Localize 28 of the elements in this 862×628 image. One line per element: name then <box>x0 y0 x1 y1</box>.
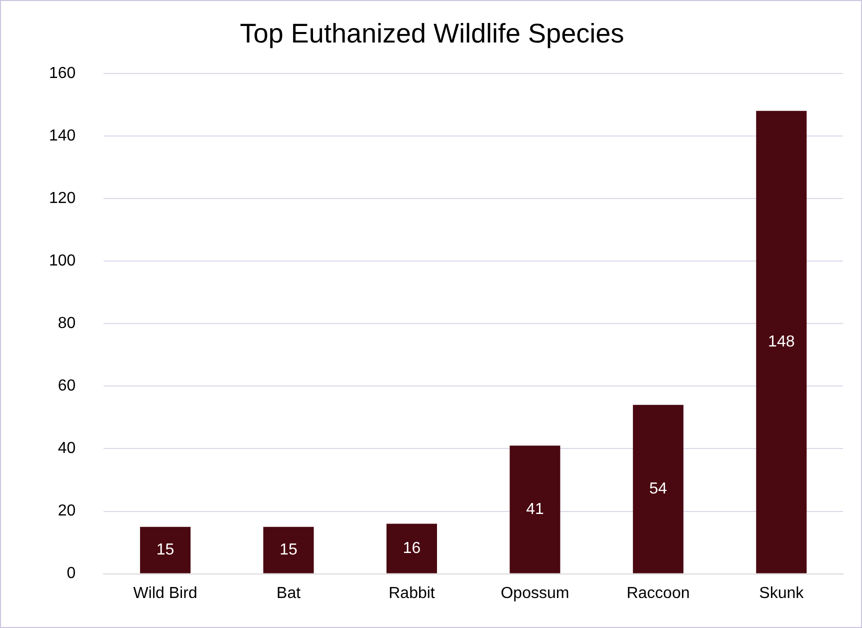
y-tick-label: 120 <box>48 190 76 207</box>
y-tick-label: 80 <box>58 315 76 332</box>
data-label: 15 <box>280 542 298 558</box>
bar <box>510 446 560 574</box>
y-tick-label: 160 <box>48 64 76 82</box>
x-tick-label: Skunk <box>759 584 805 602</box>
bar <box>386 524 437 574</box>
y-tick-label: 20 <box>58 502 76 520</box>
bar <box>756 110 807 574</box>
y-tick-label: 140 <box>48 127 76 144</box>
y-tick-label: 100 <box>48 252 76 270</box>
x-tick-label: Opossum <box>500 584 570 602</box>
x-tick-label: Wild Bird <box>133 584 198 602</box>
x-tick-label: Rabbit <box>388 584 436 602</box>
y-tick-label: 60 <box>58 378 76 395</box>
x-tick-label: Bat <box>276 584 302 602</box>
data-label: 15 <box>156 542 174 558</box>
chart-title: Top Euthanized Wildlife Species <box>240 18 624 49</box>
data-label: 16 <box>402 540 421 557</box>
bar <box>632 404 684 574</box>
bar <box>263 526 314 574</box>
y-tick-label: 0 <box>66 565 76 582</box>
data-label: 41 <box>526 500 544 518</box>
data-label: 148 <box>768 334 795 351</box>
x-tick-label: Raccoon <box>626 584 690 602</box>
bar <box>140 526 191 574</box>
data-label: 54 <box>649 480 668 498</box>
y-tick-label: 40 <box>58 440 76 458</box>
